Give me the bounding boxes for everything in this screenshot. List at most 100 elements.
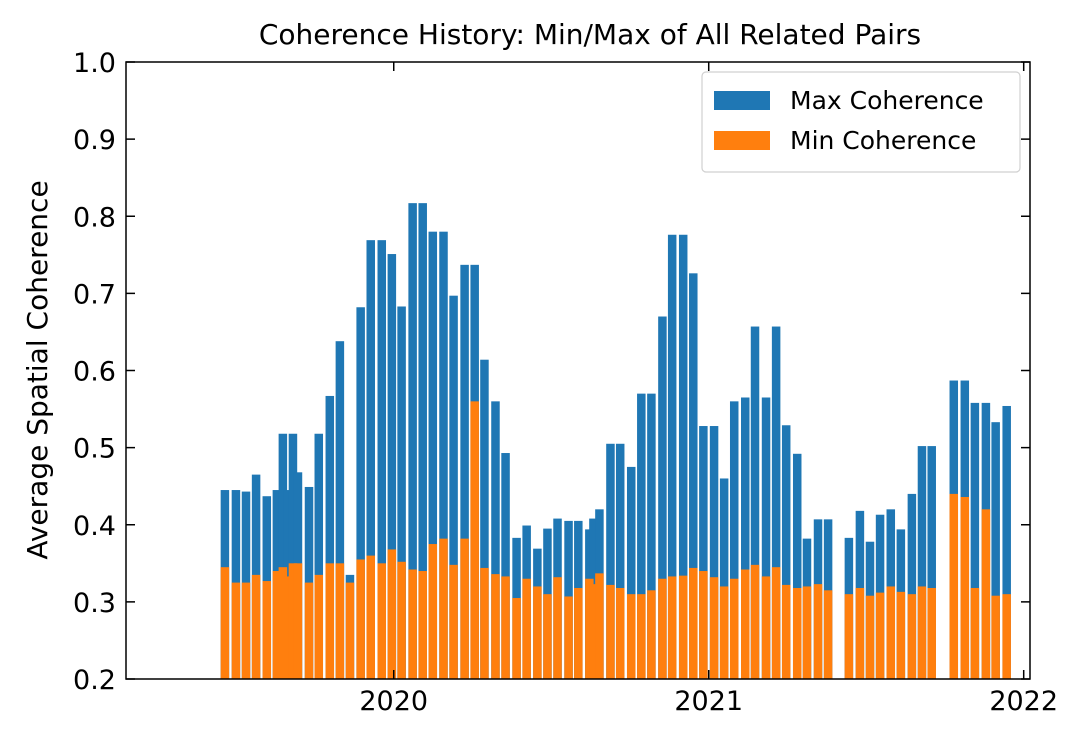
bar [480, 359, 489, 679]
bar [314, 433, 324, 679]
bar [251, 574, 261, 679]
bar [949, 493, 959, 679]
bar [278, 567, 288, 679]
bar [335, 563, 345, 679]
legend-label: Max Coherence [790, 86, 984, 115]
bar [1002, 594, 1011, 679]
bar [626, 594, 636, 679]
bar [709, 426, 719, 679]
bar [1002, 405, 1011, 679]
bar [647, 590, 656, 679]
bar [553, 577, 562, 679]
bar [418, 203, 427, 680]
bar [626, 466, 636, 679]
bar [927, 446, 936, 679]
bar [792, 453, 802, 679]
y-axis-label: Average Spatial Coherence [21, 180, 54, 559]
x-tick-label: 2021 [674, 686, 743, 717]
bar [262, 581, 272, 679]
bar [543, 594, 552, 679]
bar [366, 555, 375, 679]
bar [241, 582, 251, 679]
bar [408, 203, 417, 680]
bar [886, 586, 896, 679]
bar [564, 596, 573, 679]
bar [741, 569, 750, 679]
bar [397, 306, 406, 679]
bar [325, 563, 335, 679]
bar [278, 433, 288, 679]
bar [875, 592, 885, 679]
bar [917, 586, 927, 679]
bar [750, 326, 760, 679]
bar [750, 564, 760, 679]
bar [491, 401, 500, 679]
bar [470, 401, 479, 679]
bar [418, 571, 427, 679]
bar [220, 567, 230, 679]
bar [345, 582, 355, 679]
bar [927, 587, 936, 679]
bar [960, 496, 970, 679]
y-tick-label: 0.5 [73, 434, 116, 465]
bar [991, 595, 1000, 679]
bar [288, 433, 298, 679]
legend-label: Min Coherence [790, 126, 976, 155]
bar [501, 453, 510, 679]
bar [761, 397, 771, 679]
bar [460, 538, 469, 679]
bar [335, 341, 345, 679]
bar [658, 578, 667, 679]
bar [439, 538, 448, 679]
bar [792, 587, 802, 679]
bar [288, 563, 298, 679]
bar [606, 584, 615, 679]
bar [637, 393, 646, 679]
bar [480, 567, 489, 679]
y-tick-label: 0.8 [73, 202, 116, 233]
bar [356, 307, 365, 679]
bar [325, 395, 335, 679]
bar [823, 590, 833, 679]
bar [606, 443, 615, 679]
bar [283, 576, 293, 679]
bar [896, 591, 906, 679]
bar [865, 595, 875, 679]
bar [408, 569, 417, 679]
bar [387, 254, 397, 679]
legend-swatch [714, 91, 770, 110]
bar [802, 586, 812, 679]
legend-swatch [714, 131, 770, 150]
bar [314, 574, 324, 679]
bar [377, 563, 387, 679]
bar [356, 559, 365, 679]
bar [699, 426, 708, 679]
bar [615, 443, 625, 679]
bar [377, 240, 387, 679]
bar [970, 402, 980, 679]
bar [699, 571, 708, 679]
bar [231, 582, 241, 679]
bar [844, 594, 854, 679]
bar [689, 273, 698, 679]
bar [428, 231, 438, 680]
bar [491, 574, 500, 679]
bar [574, 587, 583, 679]
bar [304, 582, 314, 679]
bar [397, 561, 406, 679]
y-tick-label: 0.7 [73, 279, 116, 310]
bar [689, 567, 698, 679]
bar [595, 573, 604, 679]
bar [460, 264, 469, 679]
bar [449, 295, 458, 679]
bar [272, 571, 282, 679]
bar [615, 587, 625, 679]
bar [981, 509, 991, 679]
y-tick-label: 0.4 [73, 511, 116, 542]
bar [512, 598, 521, 679]
bar [589, 584, 598, 679]
bar [741, 397, 750, 679]
bar [917, 446, 927, 679]
